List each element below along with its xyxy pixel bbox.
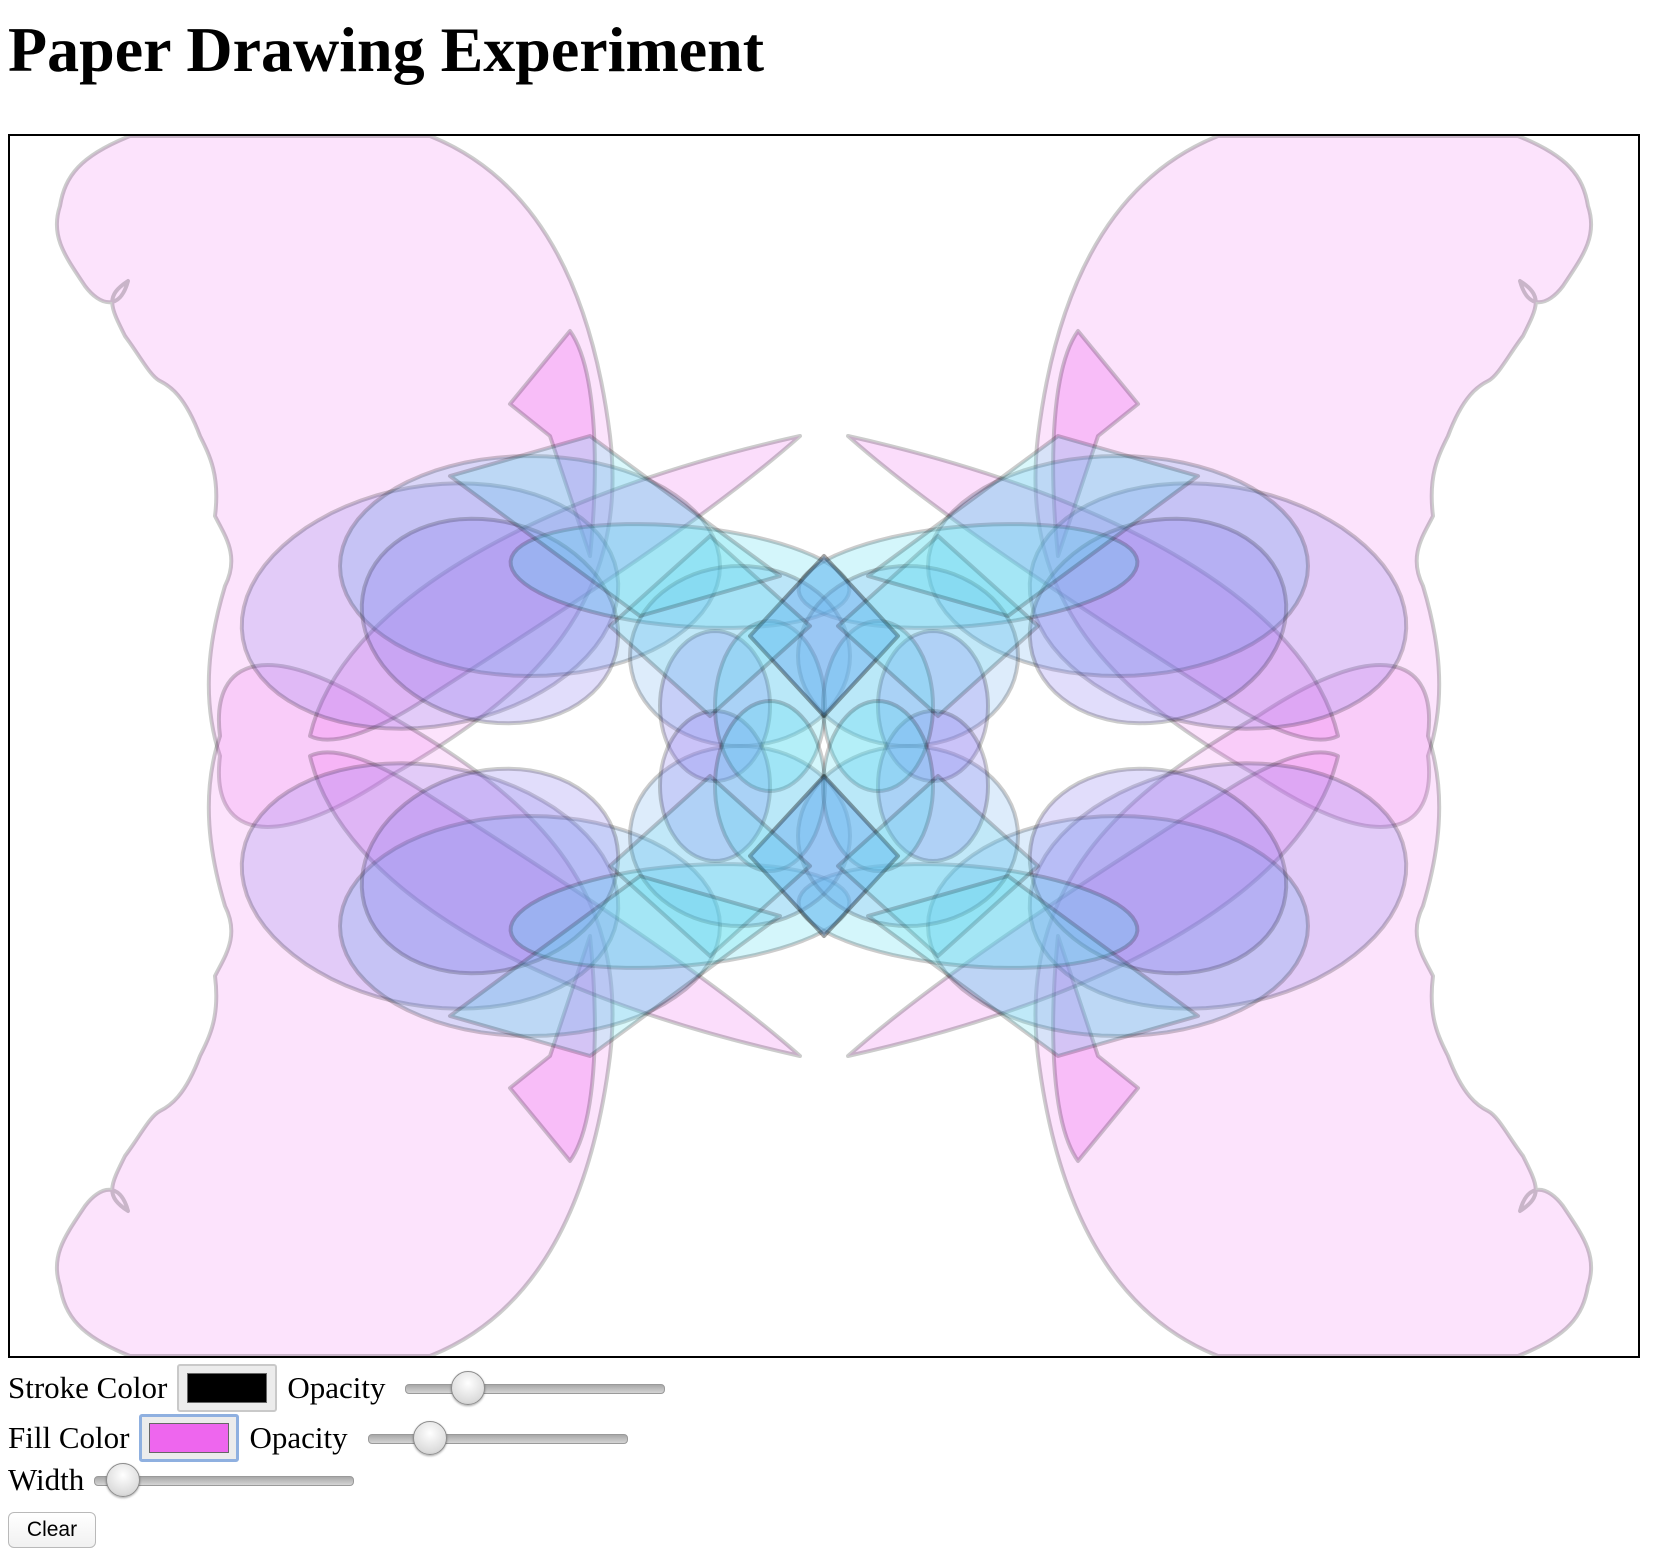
blue-ellipse-3 [338,814,722,1038]
center-blue-ellipse-3 [628,744,852,928]
pink-lens-3 [308,750,802,1058]
pink-lens-2 [846,434,1340,742]
pink-petal-3 [508,934,597,1163]
center-diamond-3 [748,774,900,938]
width-slider[interactable] [94,1462,355,1498]
wing-shape-2 [1033,136,1594,829]
cyan-ellipse-4 [796,862,1140,970]
inner-violet-ellipse-2 [1027,516,1289,726]
cyan-ellipse-2 [796,522,1140,630]
slider-track [94,1476,355,1486]
stroke-color-picker[interactable] [177,1364,278,1412]
side-diamond-2 [836,534,1040,718]
violet-ellipse-4 [1027,761,1409,1011]
violet-ellipse-1 [239,481,621,731]
violet-ellipse-2 [1027,481,1409,731]
center-violet-ellipse-4 [876,709,990,863]
slider-thumb[interactable] [451,1371,486,1405]
blue-ellipse-4 [926,814,1310,1038]
pink-petal-4 [1051,934,1140,1163]
fill-color-picker[interactable] [139,1414,240,1462]
center-cyan-ellipse-3 [713,699,827,873]
cyan-ellipse-3 [508,862,852,970]
slider-thumb[interactable] [413,1421,448,1455]
pink-petal-2 [1051,329,1140,558]
center-violet-ellipse-3 [658,709,772,863]
inner-violet-ellipse-1 [359,516,621,726]
fill-color-label: Fill Color [8,1420,130,1455]
inner-violet-ellipse-3 [359,766,621,976]
drawing-surface[interactable] [10,136,1638,1356]
width-label: Width [8,1462,85,1497]
pink-petal-1 [508,329,597,558]
blue-ellipse-1 [338,454,722,678]
cyan-band-3 [448,874,782,1058]
center-cyan-ellipse-1 [713,619,827,793]
clear-button[interactable]: Clear [8,1512,96,1548]
center-cyan-ellipse-4 [821,699,935,873]
width-controls: Width [8,1462,355,1498]
violet-ellipse-3 [239,761,621,1011]
wing-shape-1 [54,136,615,829]
fill-opacity-label: Opacity [249,1420,348,1455]
side-diamond-4 [836,774,1040,958]
side-diamond-3 [608,774,812,958]
stroke-controls: Stroke Color Opacity [8,1364,666,1412]
center-diamond-1 [748,554,900,718]
pink-lens-1 [308,434,802,742]
stroke-opacity-slider[interactable] [405,1370,666,1406]
center-blue-ellipse-4 [796,744,1020,928]
center-violet-ellipse-2 [876,629,990,783]
center-diamond-2 [748,554,900,718]
cyan-band-4 [866,874,1200,1058]
blue-ellipse-2 [926,454,1310,678]
stroke-opacity-label: Opacity [287,1370,386,1405]
stroke-color-label: Stroke Color [8,1370,168,1405]
cyan-band-1 [448,434,782,618]
center-diamond-4 [748,774,900,938]
center-blue-ellipse-1 [628,564,852,748]
center-blue-ellipse-2 [796,564,1020,748]
cyan-band-2 [866,434,1200,618]
stroke-color-swatch [187,1373,268,1403]
slider-track [405,1384,666,1394]
drawing-canvas[interactable] [8,134,1640,1358]
center-cyan-ellipse-2 [821,619,935,793]
slider-track [367,1434,628,1444]
fill-color-swatch [149,1423,230,1453]
wing-shape-4 [1033,663,1594,1356]
center-violet-ellipse-1 [658,629,772,783]
fill-opacity-slider[interactable] [367,1420,628,1456]
cyan-ellipse-1 [508,522,852,630]
wing-shape-3 [54,663,615,1356]
slider-thumb[interactable] [105,1463,140,1497]
side-diamond-1 [608,534,812,718]
fill-controls: Fill Color Opacity [8,1414,628,1462]
page-title: Paper Drawing Experiment [8,14,765,85]
pink-lens-4 [846,750,1340,1058]
inner-violet-ellipse-4 [1027,766,1289,976]
